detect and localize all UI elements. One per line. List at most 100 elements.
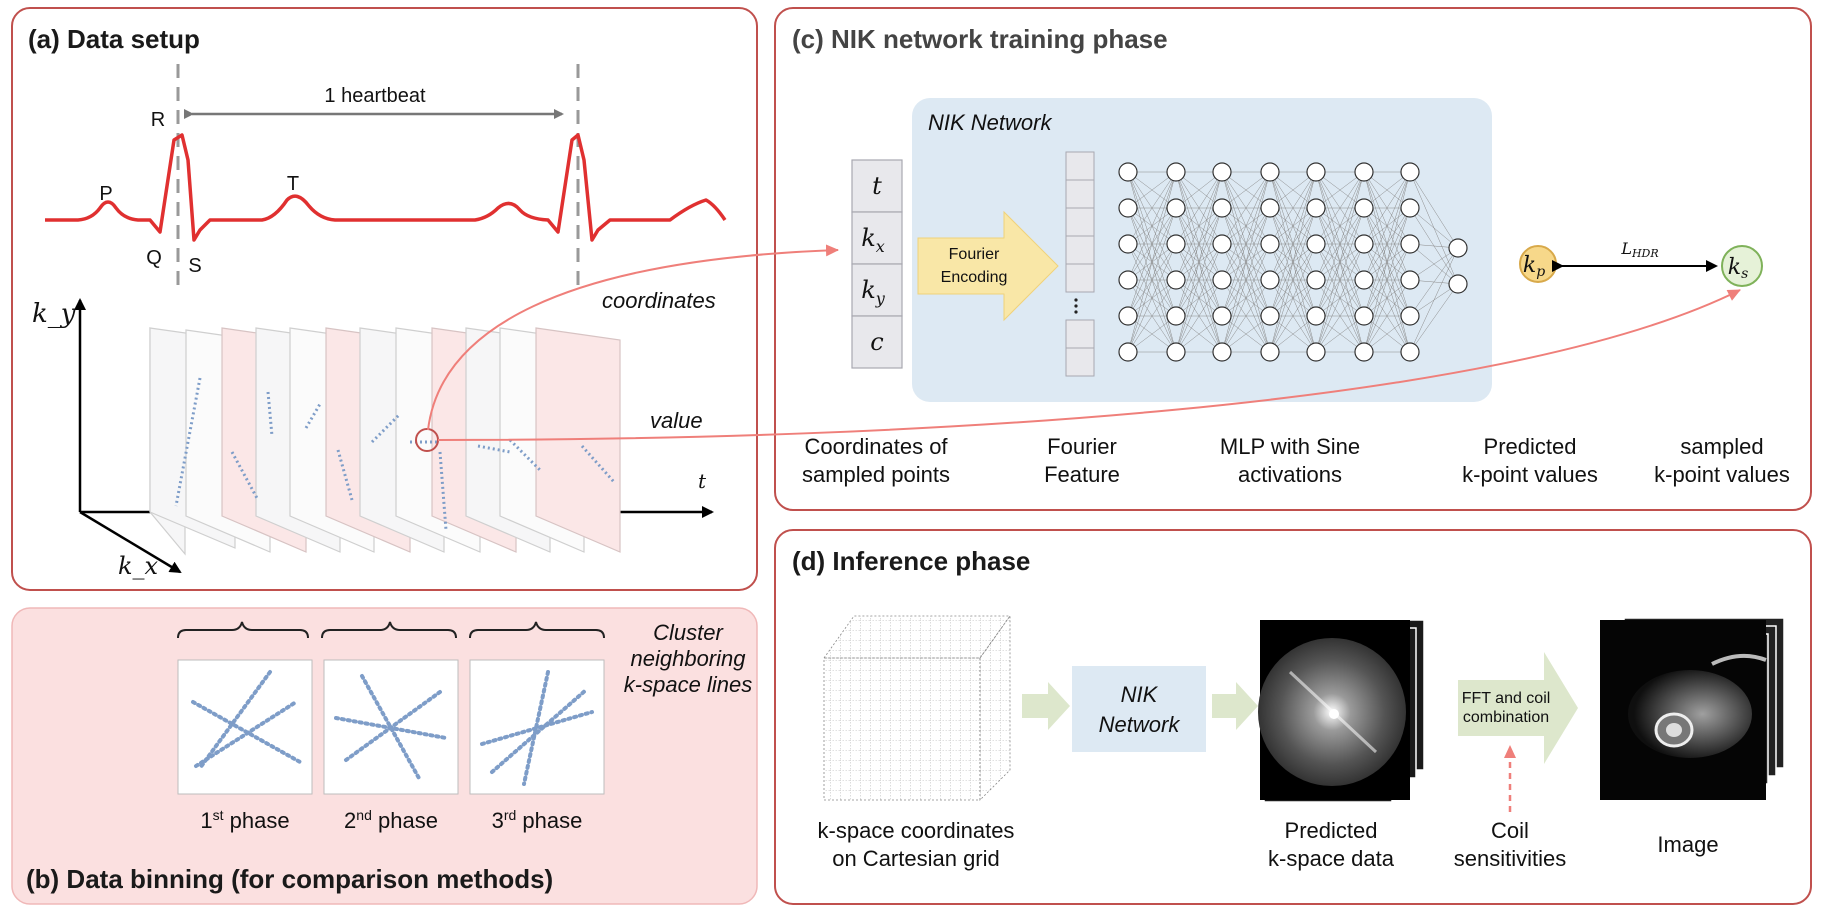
mlp-neuron	[1166, 234, 1186, 254]
mlp-edge	[1363, 171, 1411, 245]
mlp-nodes	[1118, 162, 1468, 362]
mlp-edge	[1269, 243, 1317, 353]
mlp-edge	[1221, 315, 1271, 353]
feature-cell	[1065, 263, 1095, 293]
mlp-edge	[1363, 171, 1411, 209]
mlp-neuron	[1118, 342, 1138, 362]
mlp-edge	[1315, 171, 1365, 353]
caption-coordinates-line-2: sampled points	[802, 462, 950, 487]
mlp-neuron	[1400, 306, 1420, 326]
caption-coil-line-2: sensitivities	[1454, 846, 1566, 871]
phase-spoke	[194, 700, 298, 768]
phase-box-1-frame	[177, 659, 313, 795]
panel-b-title: (b) Data binning (for comparison methods…	[26, 864, 553, 894]
mlp-network	[1118, 162, 1468, 362]
chest-wall	[1711, 653, 1767, 666]
mlp-edge	[1127, 171, 1177, 353]
mlp-edge	[1409, 283, 1459, 353]
panel-a-title: (a) Data setup	[28, 24, 200, 54]
caption-coil-line-1: Coil	[1491, 818, 1529, 843]
mlp-edge	[1363, 171, 1411, 353]
mlp-neuron	[1306, 198, 1326, 218]
mlp-neuron	[1354, 342, 1374, 362]
sampled-line	[230, 451, 260, 501]
mlp-neuron	[1212, 162, 1232, 182]
mlp-edge	[1175, 171, 1223, 353]
cardiac-anatomy	[1628, 670, 1752, 758]
caption-predicted-line-1: Predicted	[1484, 434, 1577, 459]
cluster-brace	[177, 621, 309, 639]
mlp-edge	[1221, 207, 1271, 353]
mlp-neuron	[1400, 162, 1420, 182]
sampled-line	[477, 444, 511, 454]
axis-kx-label: k_x	[118, 552, 159, 580]
mlp-edge	[1221, 171, 1271, 209]
mlp-neuron	[1118, 306, 1138, 326]
mlp-edge	[1221, 171, 1271, 317]
mlp-edge	[1269, 171, 1317, 281]
mlp-edge	[1175, 171, 1223, 209]
coordinates-arrow	[427, 244, 839, 431]
mlp-neuron	[1306, 342, 1326, 362]
panel-a: (a) Data setup 1 heartbeat P Q R S T k_y…	[11, 7, 758, 591]
mlp-edge	[1315, 243, 1365, 353]
mlp-neuron	[1306, 234, 1326, 254]
mlp-edge	[1175, 207, 1223, 353]
cluster-brace	[469, 621, 605, 639]
mlp-neuron	[1354, 162, 1374, 182]
caption-predicted-kspace-line-1: Predicted	[1285, 818, 1378, 843]
mlp-neuron	[1354, 306, 1374, 326]
kspace-center	[1329, 709, 1339, 719]
mlp-neuron	[1118, 198, 1138, 218]
fourier-encoding-line-2: Encoding	[941, 269, 1008, 286]
mlp-edges	[1127, 171, 1459, 353]
axis-kx-line	[79, 510, 182, 574]
mlp-neuron	[1118, 270, 1138, 290]
mlp-edge	[1221, 243, 1271, 353]
mlp-edge	[1127, 207, 1177, 353]
input-coordinate-column: t kx ky c	[851, 159, 903, 369]
mlp-neuron	[1448, 238, 1468, 258]
mlp-neuron	[1354, 270, 1374, 290]
mlp-edge	[1315, 279, 1365, 353]
caption-fourier-line-1: Fourier	[1047, 434, 1117, 459]
mlp-neuron	[1118, 162, 1138, 182]
mlp-edge	[1127, 315, 1177, 353]
ecg-label-t: T	[287, 173, 299, 195]
panel-d-title: (d) Inference phase	[792, 546, 1030, 576]
nik-inference-box	[1072, 666, 1206, 752]
mlp-neuron	[1306, 306, 1326, 326]
predicted-kspace-stack	[1258, 619, 1425, 803]
sampled-line	[580, 445, 616, 483]
phase-spoke	[344, 690, 442, 762]
sampled-line	[336, 449, 354, 501]
mlp-edge	[1363, 243, 1411, 353]
mlp-edge	[1127, 171, 1177, 245]
mlp-edge	[1269, 171, 1317, 209]
cluster-note-line-1: Cluster	[653, 620, 724, 645]
mlp-neuron	[1166, 306, 1186, 326]
panel-a-border	[11, 7, 758, 591]
value-arrow	[437, 289, 1741, 441]
caption-fourier-line-2: Feature	[1044, 462, 1120, 487]
mlp-edge	[1269, 171, 1317, 245]
cluster-brace	[321, 621, 457, 639]
nik-inference-line-1: NIK	[1121, 682, 1159, 707]
mlp-edge	[1363, 207, 1411, 353]
mlp-neuron	[1306, 270, 1326, 290]
phase-box-2	[323, 659, 459, 795]
panel-b: Cluster neighboring k-space lines	[11, 607, 758, 905]
predicted-k-point-label: kp	[1523, 253, 1545, 280]
mlp-edge	[1409, 207, 1459, 249]
mlp-neuron	[1260, 198, 1280, 218]
phase-3-spokes	[480, 670, 594, 786]
mlp-edge	[1315, 171, 1365, 245]
mlp-edge	[1127, 171, 1177, 281]
mlp-neuron	[1400, 342, 1420, 362]
mlp-edge	[1409, 247, 1459, 281]
phase-spoke	[360, 674, 422, 782]
sampled-line	[438, 451, 448, 531]
mlp-neuron	[1306, 162, 1326, 182]
input-cell-t	[851, 159, 903, 213]
mlp-neuron	[1212, 198, 1232, 218]
